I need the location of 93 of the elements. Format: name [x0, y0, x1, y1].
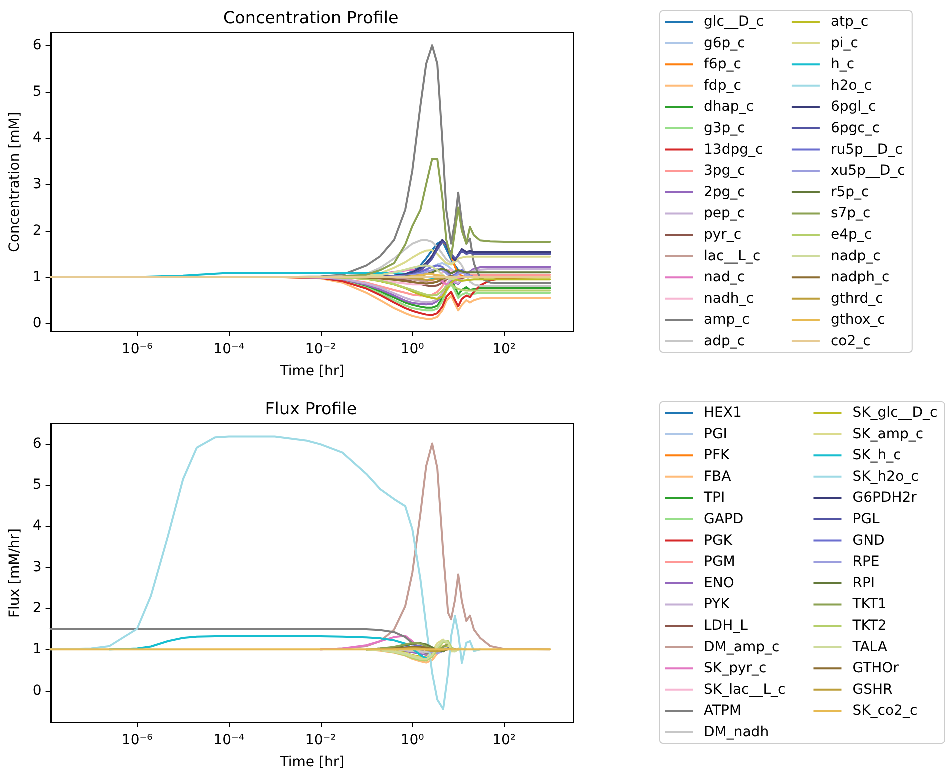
legend-label: LDH_L	[704, 618, 748, 634]
legend-label: DM_amp_c	[704, 639, 780, 656]
legend-label: pyr_c	[704, 227, 742, 243]
legend-label: GND	[852, 532, 885, 549]
x-axis-title: Time [hr]	[279, 364, 345, 380]
legend-label: 3pg_c	[704, 163, 746, 180]
x-tick-label: 10⁻²	[305, 732, 336, 748]
legend-label: nadp_c	[830, 248, 881, 264]
y-tick-label: 1	[32, 642, 42, 658]
legend-label: gthrd_c	[830, 290, 884, 307]
x-tick-label: 10⁻⁶	[122, 732, 154, 748]
legend-label: GTHOr	[852, 660, 900, 677]
legend-label: r5p_c	[830, 184, 870, 200]
x-tick-label: 10⁻⁴	[214, 732, 245, 748]
y-tick-label: 6	[32, 436, 42, 452]
y-tick-label: 4	[32, 518, 42, 534]
legend-label: HEX1	[704, 405, 742, 421]
y-tick-label: 1	[32, 269, 42, 286]
legend-label: SK_h2o_c	[852, 468, 919, 485]
legend-label: glc__D_c	[704, 14, 764, 30]
legend-label: PGI	[704, 426, 728, 442]
legend-label: GSHR	[852, 682, 893, 698]
x-tick-label: 10⁰	[400, 342, 425, 358]
x-tick-label: 10⁻²	[305, 342, 336, 358]
y-tick-label: 5	[32, 84, 42, 100]
x-tick-label: 10⁻⁶	[122, 342, 154, 358]
y-axis-title: Concentration [mM]	[7, 112, 23, 252]
legend-label: SK_amp_c	[852, 426, 924, 442]
legend-label: nadph_c	[830, 270, 890, 286]
y-tick-label: 5	[32, 476, 42, 493]
y-axis-title: Flux [mM/hr]	[7, 528, 23, 618]
legend-label: 13dpg_c	[704, 142, 764, 158]
legend-label: g6p_c	[704, 35, 746, 52]
legend-label: adp_c	[704, 334, 746, 350]
legend-label: amp_c	[704, 312, 750, 328]
legend-label: PGK	[704, 532, 734, 549]
legend-label: dhap_c	[704, 99, 754, 116]
legend-label: nad_c	[704, 270, 746, 286]
legend-label: SK_pyr_c	[704, 660, 767, 677]
legend-label: pi_c	[830, 35, 858, 52]
legend-label: co2_c	[830, 334, 871, 350]
legend-label: G6PDH2r	[852, 490, 918, 506]
legend-label: lac__L_c	[704, 248, 761, 264]
chart-title: Concentration Profile	[224, 8, 399, 28]
legend-label: TPI	[703, 490, 726, 506]
legend-label: g3p_c	[704, 120, 746, 136]
legend-label: ENO	[704, 575, 734, 592]
legend-label: xu5p__D_c	[830, 163, 906, 180]
y-tick-label: 3	[32, 559, 42, 576]
legend-label: PGL	[852, 512, 880, 528]
x-tick-label: 10⁻⁴	[214, 342, 245, 358]
x-tick-label: 10²	[492, 342, 516, 358]
y-tick-label: 3	[32, 176, 42, 193]
y-tick-label: 2	[32, 600, 42, 616]
legend-label: GAPD	[704, 512, 744, 528]
legend-label: e4p_c	[830, 227, 872, 243]
y-tick-label: 2	[32, 222, 42, 239]
legend-label: FBA	[704, 468, 732, 485]
legend-label: PYK	[704, 596, 731, 613]
x-axis-title: Time [hr]	[279, 754, 345, 770]
legend-label: PGM	[704, 554, 736, 570]
legend-label: DM_nadh	[704, 724, 770, 740]
legend-label: s7p_c	[830, 206, 871, 222]
legend-label: 2pg_c	[704, 184, 746, 200]
legend-label: gthox_c	[830, 312, 886, 328]
y-tick-label: 0	[32, 682, 42, 699]
legend-label: SK_glc__D_c	[852, 405, 938, 421]
legend-label: atp_c	[830, 14, 869, 30]
y-tick-label: 4	[32, 130, 42, 146]
legend-label: 6pgl_c	[830, 99, 876, 116]
y-tick-label: 0	[32, 316, 42, 332]
legend-label: h_c	[830, 56, 855, 73]
legend-label: TKT1	[852, 596, 887, 613]
legend-label: f6p_c	[704, 56, 742, 73]
legend-label: PFK	[704, 448, 730, 464]
legend-label: SK_h_c	[852, 448, 902, 464]
x-tick-label: 10²	[492, 732, 516, 748]
legend-label: TALA	[852, 639, 888, 656]
legend-label: fdp_c	[704, 78, 742, 94]
chart-title: Flux Profile	[265, 398, 358, 418]
legend-label: ATPM	[704, 703, 742, 720]
legend-label: SK_lac__L_c	[704, 682, 786, 698]
x-tick-label: 10⁰	[400, 732, 425, 748]
legend-label: ru5p__D_c	[830, 142, 903, 158]
legend-label: h2o_c	[830, 78, 872, 94]
legend-label: pep_c	[704, 206, 746, 222]
legend-label: TKT2	[852, 618, 887, 634]
legend-label: nadh_c	[704, 290, 754, 307]
legend-label: SK_co2_c	[852, 703, 918, 720]
legend-label: RPE	[852, 554, 880, 570]
legend-label: 6pgc_c	[830, 120, 880, 136]
legend-label: RPI	[852, 575, 876, 592]
y-tick-label: 6	[32, 38, 42, 54]
